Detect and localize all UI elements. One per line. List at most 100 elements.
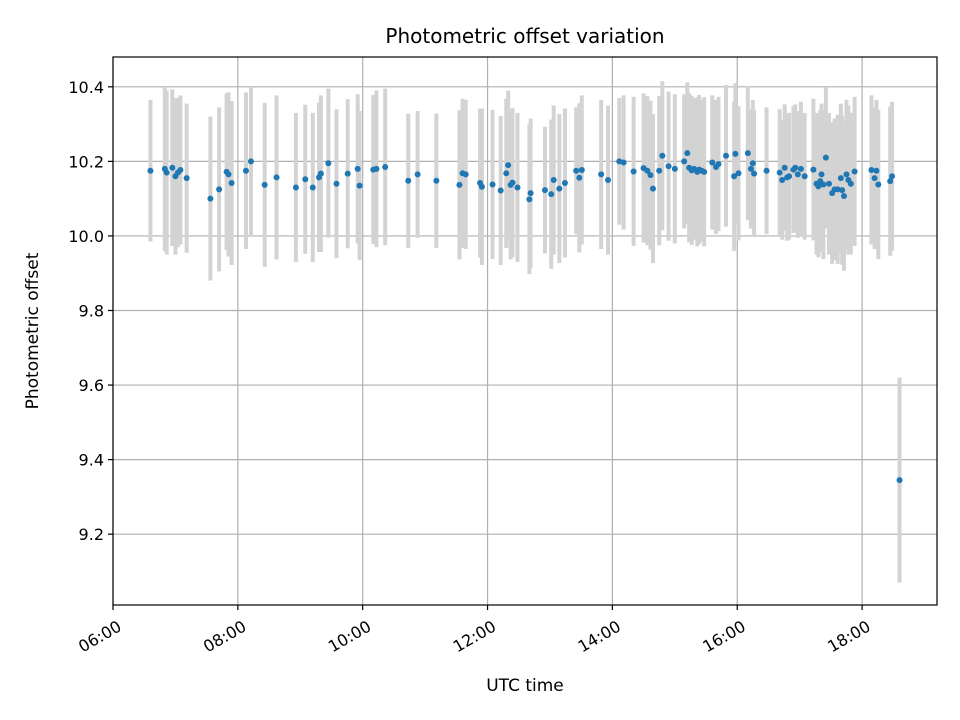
data-point: [207, 195, 214, 202]
x-axis-title: UTC time: [486, 676, 564, 696]
data-point: [526, 196, 533, 203]
data-point: [873, 167, 880, 174]
data-point: [478, 183, 485, 190]
data-point: [709, 159, 716, 166]
data-point: [731, 173, 738, 180]
data-point: [744, 150, 751, 157]
data-point: [781, 164, 788, 171]
data-point: [647, 172, 654, 179]
data-point: [887, 178, 894, 185]
data-point: [815, 183, 822, 190]
data-point: [723, 152, 730, 159]
data-point: [792, 164, 799, 171]
data-point: [598, 171, 605, 178]
data-point: [497, 187, 504, 194]
data-point: [505, 162, 512, 169]
data-point: [302, 176, 309, 183]
data-point: [605, 177, 612, 184]
data-point: [840, 193, 847, 200]
data-point: [561, 180, 568, 187]
data-point: [749, 160, 756, 167]
data-point: [556, 185, 563, 192]
data-point: [868, 166, 875, 173]
data-point: [656, 167, 663, 174]
data-point: [701, 168, 708, 175]
data-point: [822, 154, 829, 161]
data-point: [177, 166, 184, 173]
data-point: [489, 181, 496, 188]
data-point: [541, 187, 548, 194]
data-point: [776, 169, 783, 176]
data-point: [228, 180, 235, 187]
data-point: [169, 164, 176, 171]
data-point: [382, 163, 389, 170]
data-point: [462, 171, 469, 178]
data-point: [292, 184, 299, 191]
y-tick-label: 9.6: [79, 376, 104, 395]
data-point: [839, 187, 846, 194]
data-point: [820, 181, 827, 188]
data-point: [837, 175, 844, 182]
y-tick-label: 10.0: [68, 227, 104, 246]
data-point: [344, 170, 351, 177]
data-point: [826, 180, 833, 187]
y-tick-label: 10.2: [68, 152, 104, 171]
data-point: [843, 171, 850, 178]
data-point: [356, 182, 363, 189]
y-tick-label: 9.8: [79, 301, 104, 320]
data-point: [414, 171, 421, 178]
data-point: [183, 175, 190, 182]
data-point: [405, 177, 412, 184]
data-point: [309, 184, 316, 191]
data-point: [786, 173, 793, 180]
data-point: [620, 159, 627, 166]
data-point: [548, 191, 555, 198]
data-point: [333, 180, 340, 187]
data-point: [261, 181, 268, 188]
data-point: [325, 160, 332, 167]
data-point: [354, 165, 361, 172]
data-points: [147, 150, 903, 484]
data-point: [818, 171, 825, 178]
data-point: [503, 170, 510, 177]
data-point: [433, 177, 440, 184]
y-tick-label: 9.4: [79, 451, 104, 470]
data-point: [747, 165, 754, 172]
chart-title: Photometric offset variation: [385, 24, 664, 48]
data-point: [875, 181, 882, 188]
data-point: [810, 166, 817, 173]
data-point: [681, 158, 688, 165]
data-point: [216, 186, 223, 193]
data-point: [896, 477, 903, 484]
data-point: [578, 166, 585, 173]
data-point: [247, 158, 254, 165]
y-axis-ticks: 9.2 9.4 9.6 9.8 10.0 10.2 10.4: [68, 78, 113, 544]
data-point: [797, 165, 804, 172]
data-point: [794, 171, 801, 178]
data-point: [851, 168, 858, 175]
data-point: [514, 184, 521, 191]
data-point: [751, 170, 758, 177]
data-point: [732, 150, 739, 157]
y-tick-label: 9.2: [79, 525, 104, 544]
data-point: [715, 160, 722, 167]
y-axis-title: Photometric offset: [23, 252, 43, 409]
plot-frame: [112, 56, 938, 606]
data-point: [801, 173, 808, 180]
data-point: [550, 177, 557, 184]
data-point: [242, 167, 249, 174]
y-tick-label: 10.4: [68, 78, 104, 97]
data-point: [273, 174, 280, 181]
data-point: [779, 177, 786, 184]
data-point: [317, 170, 324, 177]
data-point: [735, 170, 742, 177]
data-point: [573, 167, 580, 174]
data-point: [649, 185, 656, 192]
data-point: [644, 167, 651, 174]
data-point: [456, 181, 463, 188]
data-point: [889, 173, 896, 180]
data-point: [630, 168, 637, 175]
data-point: [871, 175, 878, 182]
data-point: [684, 150, 691, 157]
